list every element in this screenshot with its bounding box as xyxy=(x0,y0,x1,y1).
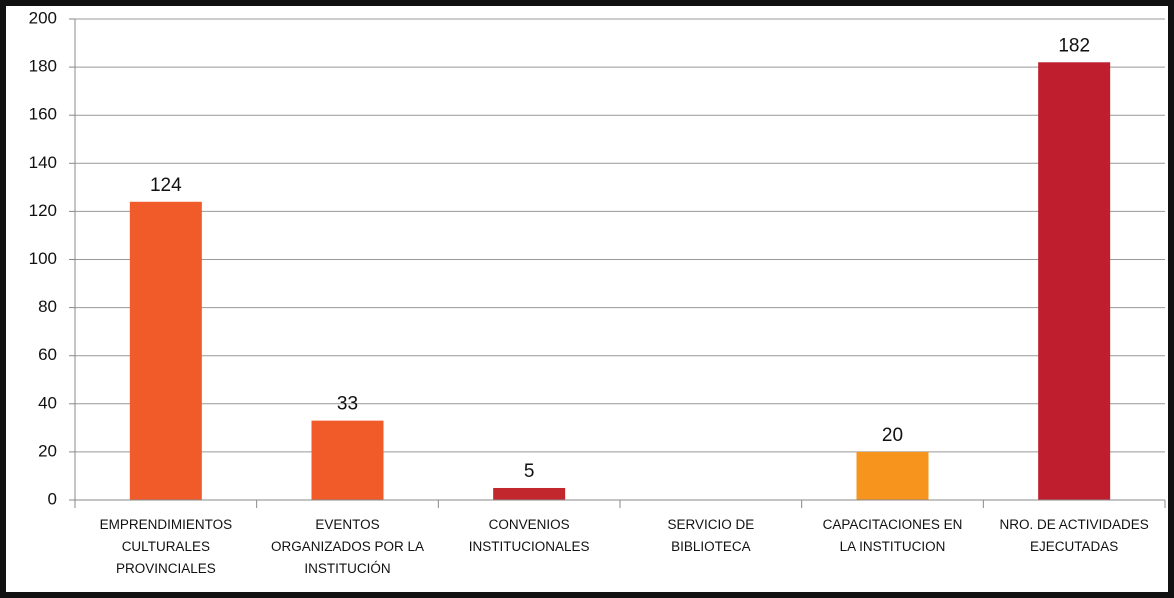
x-tick-label: NRO. DE ACTIVIDADES EJECUTADAS xyxy=(999,517,1149,554)
y-tick-label: 160 xyxy=(29,105,57,124)
data-label: 20 xyxy=(882,425,903,446)
bar xyxy=(311,420,384,500)
x-tick-label: CONVENIOS INSTITUCIONALES xyxy=(468,517,590,554)
y-tick-label: 140 xyxy=(29,153,57,172)
y-tick-label: 60 xyxy=(38,345,57,364)
y-tick-label: 120 xyxy=(29,201,57,220)
x-tick-label: SERVICIO DE BIBLIOTECA xyxy=(667,517,755,554)
bar xyxy=(493,487,566,500)
data-label: 33 xyxy=(337,394,358,415)
y-tick-label: 20 xyxy=(38,441,57,460)
x-tick-label: EMPRENDIMIENTOS CULTURALES PROVINCIALES xyxy=(99,517,233,576)
x-tick-label: CAPACITACIONES EN LA INSTITUCION xyxy=(822,517,963,554)
x-tick-label: EVENTOS ORGANIZADOS POR LA INSTITUCIÓN xyxy=(270,517,425,576)
y-tick-label: 0 xyxy=(48,489,57,508)
y-tick-label: 180 xyxy=(29,57,57,76)
data-label: 5 xyxy=(524,461,535,482)
bar xyxy=(129,201,202,500)
y-tick-label: 100 xyxy=(29,249,57,268)
bar xyxy=(1038,62,1111,500)
bar xyxy=(856,451,929,500)
y-tick-label: 40 xyxy=(38,393,57,412)
y-tick-label: 80 xyxy=(38,297,57,316)
data-label: 124 xyxy=(150,175,182,196)
y-tick-label: 200 xyxy=(29,8,57,27)
data-label: 182 xyxy=(1058,35,1090,56)
